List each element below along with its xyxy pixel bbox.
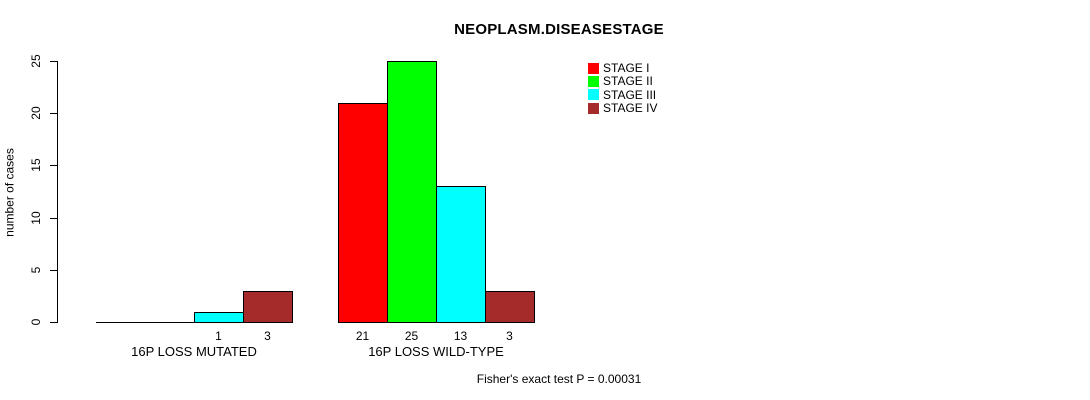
bar-value-label: 1	[215, 329, 222, 343]
y-tick-label: 15	[29, 158, 43, 172]
bar-stage-i	[338, 103, 388, 323]
y-tick	[50, 165, 58, 166]
y-tick-label: 10	[29, 211, 43, 225]
bar-stage-ii-zero	[145, 322, 195, 323]
legend-label: STAGE I	[603, 61, 650, 75]
x-axis-group-label: 16P LOSS WILD-TYPE	[368, 344, 504, 359]
legend-item-stage-iv: STAGE IV	[588, 102, 657, 114]
fisher-test-annotation: Fisher's exact test P = 0.00031	[476, 372, 642, 386]
bar-value-label: 21	[355, 329, 370, 343]
bar-value-label: 3	[506, 329, 513, 343]
bar-value-label: 3	[264, 329, 271, 343]
bar-stage-ii	[387, 61, 437, 323]
y-tick	[50, 270, 58, 271]
bar-value-label: 13	[453, 329, 468, 343]
bar-stage-iv	[243, 291, 293, 323]
legend-label: STAGE III	[603, 87, 657, 102]
y-tick-label: 20	[29, 106, 43, 120]
legend-swatch	[588, 89, 599, 101]
y-tick-label: 25	[29, 54, 43, 68]
legend-label: STAGE II	[603, 74, 653, 89]
chart-title: NEOPLASM.DISEASESTAGE	[454, 21, 664, 38]
y-tick-label: 0	[29, 318, 43, 326]
y-tick	[50, 218, 58, 219]
y-axis-label: number of cases	[2, 148, 17, 237]
y-tick	[50, 113, 58, 114]
legend-item-stage-iii: STAGE III	[588, 89, 656, 101]
bar-value-label: 25	[404, 329, 419, 343]
legend-label: STAGE IV	[603, 101, 658, 116]
bar-stage-iii	[194, 312, 244, 323]
y-tick-label: 5	[29, 266, 43, 274]
legend-swatch	[588, 102, 599, 114]
bar-stage-iii	[436, 186, 486, 323]
bar-stage-i-zero	[96, 322, 146, 323]
y-tick	[50, 322, 58, 323]
legend-item-stage-ii: STAGE II	[588, 75, 653, 87]
legend-item-stage-i: STAGE I	[588, 62, 649, 74]
legend-swatch	[588, 75, 599, 87]
y-tick	[50, 61, 58, 62]
legend-swatch	[588, 62, 599, 74]
bar-stage-iv	[485, 291, 535, 323]
x-axis-group-label: 16P LOSS MUTATED	[131, 344, 257, 359]
y-axis-line	[57, 61, 58, 323]
